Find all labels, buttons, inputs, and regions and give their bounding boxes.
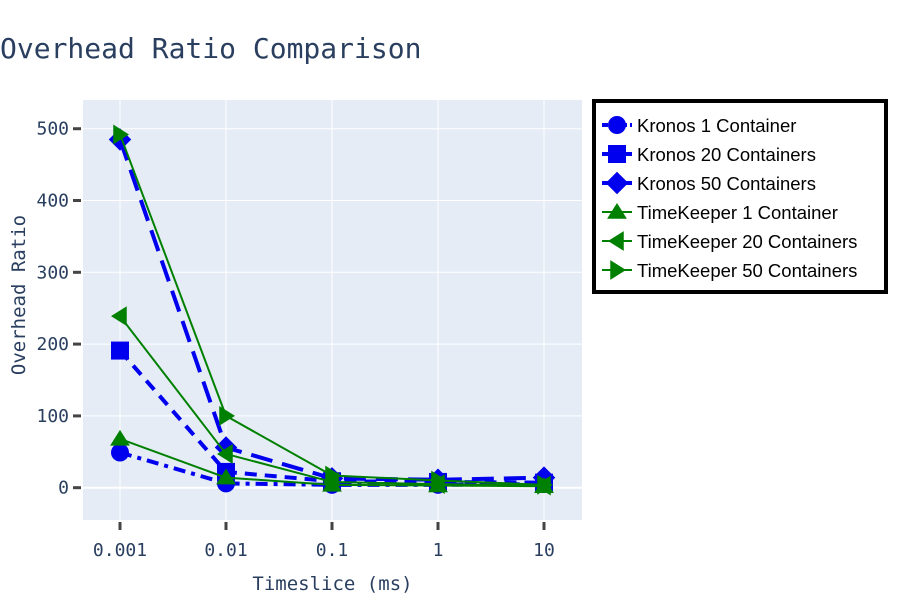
legend-label: TimeKeeper 20 Containers (637, 231, 857, 252)
legend-box (592, 99, 888, 294)
y-tick-label: 100 (36, 406, 69, 427)
data-point (216, 468, 236, 485)
y-tick-label: 400 (36, 191, 69, 212)
legend-marker (608, 116, 626, 134)
data-point (537, 474, 553, 495)
legend-marker (608, 145, 626, 163)
data-point (111, 443, 129, 462)
data-point (219, 405, 235, 426)
y-tick-label: 300 (36, 262, 69, 283)
legend-item: Kronos 1 Container (602, 115, 796, 136)
legend-item: TimeKeeper 50 Containers (602, 260, 857, 281)
x-axis-title: Timeslice (ms) (252, 573, 412, 595)
data-point (325, 465, 341, 486)
y-tick-label: 200 (36, 334, 69, 355)
y-tick-label: 500 (36, 119, 69, 140)
legend-label: Kronos 20 Containers (637, 144, 816, 165)
data-point (431, 470, 447, 491)
y-axis-title: Overhead Ratio (8, 215, 30, 375)
legend-marker (607, 203, 627, 219)
x-tick-label: 0.01 (204, 540, 247, 561)
legend-marker (605, 171, 629, 195)
legend: Kronos 1 Container Kronos 20 Containers Kr… (592, 99, 888, 294)
legend-item: Kronos 20 Containers (602, 144, 816, 165)
x-tick-label: 0.1 (316, 540, 349, 561)
data-point (111, 341, 129, 360)
legend-marker (608, 231, 624, 251)
data-point (110, 429, 130, 446)
legend-label: TimeKeeper 1 Container (637, 202, 838, 223)
legend-item: Kronos 50 Containers (602, 171, 816, 195)
x-tick-label: 1 (433, 540, 444, 561)
legend-marker (610, 260, 626, 280)
data-point (217, 444, 233, 464)
legend-item: TimeKeeper 1 Container (602, 202, 838, 223)
series-timekeeper-50-containers (113, 124, 553, 495)
legend-label: Kronos 50 Containers (637, 173, 816, 194)
legend-label: Kronos 1 Container (637, 115, 796, 136)
data-point (111, 306, 127, 327)
x-tick-label: 0.001 (93, 540, 147, 561)
x-tick-label: 10 (533, 540, 555, 561)
y-tick-label: 0 (58, 478, 69, 499)
legend-label: TimeKeeper 50 Containers (637, 260, 857, 281)
data-point (113, 124, 129, 145)
chart-title: Overhead Ratio Comparison (0, 32, 422, 65)
legend-item: TimeKeeper 20 Containers (602, 231, 857, 252)
